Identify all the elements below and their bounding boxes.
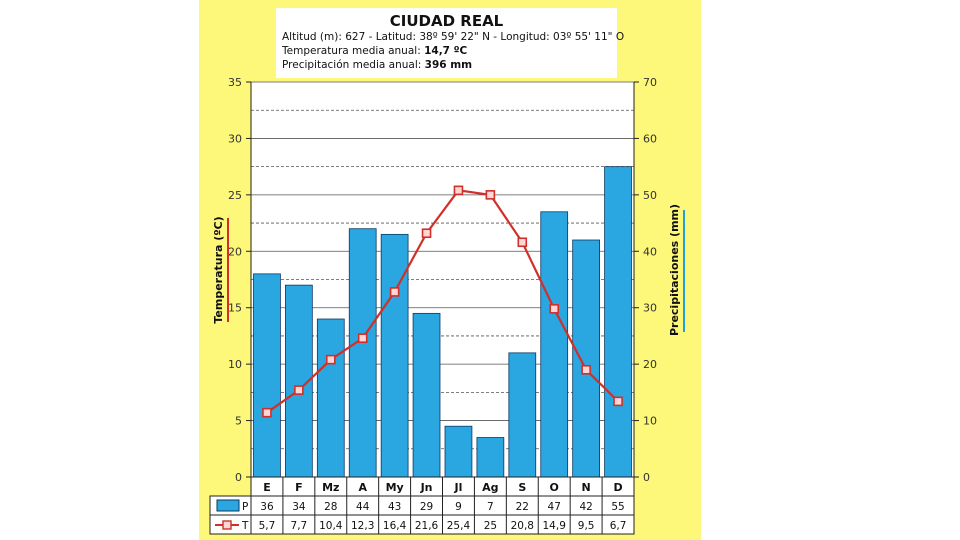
month-label: A [358,481,367,494]
precipitation-bar [444,425,473,478]
right-tick-label: 20 [643,358,657,371]
right-tick-label: 60 [643,132,657,145]
temperature-point [262,407,272,418]
temperature-point [613,396,623,407]
month-label: N [582,481,591,494]
month-label: Mz [322,481,339,494]
right-tick-label: 10 [643,415,657,428]
precipitation-bar [253,273,281,478]
chart-title: CIUDAD REAL [389,12,504,30]
location-info: Altitud (m): 627 - Latitud: 38º 59' 22" … [282,31,625,43]
precipitation-bar [380,233,409,478]
precipitation-value: 44 [356,501,370,513]
precipitation-value: 43 [388,501,401,513]
month-label: F [295,481,303,494]
precipitation-bar [508,352,537,478]
left-axis-title: Temperatura (ºC) [212,216,225,323]
temperature-value: 25 [484,520,497,532]
left-tick-label: 30 [228,132,242,145]
right-tick-label: 30 [643,302,657,315]
precipitation-bar [412,312,441,478]
left-tick-label: 25 [228,189,242,202]
temperature-value: 10,4 [319,520,343,532]
left-tick-label: 0 [235,471,242,484]
right-tick-label: 50 [643,189,657,202]
temperature-line [266,189,619,414]
temperature-value: 7,7 [291,520,308,532]
annual-precipitation-label: Precipitación media anual: [282,59,422,71]
precipitation-legend-label: P [242,501,248,513]
temperature-value: 16,4 [383,520,407,532]
precipitation-value: 29 [420,501,433,513]
precipitation-value: 47 [548,501,561,513]
left-tick-label: 20 [228,245,242,258]
month-label: My [386,481,404,494]
temperature-point [581,364,591,375]
temperature-point [517,237,528,248]
left-tick-label: 10 [228,358,242,371]
temperature-value: 14,9 [543,520,566,532]
right-axis-title: Precipitaciones (mm) [668,204,681,336]
right-tick-label: 0 [643,471,650,484]
precipitation-bar [572,239,600,478]
temperature-legend-label: T [241,520,249,532]
precipitation-bar [604,166,632,478]
precipitation-value: 7 [487,501,494,513]
temperature-point [294,385,304,395]
annual-temperature-value: 14,7 ºC [424,45,468,57]
header-box: CIUDAD REAL Altitud (m): 627 - Latitud: … [276,8,625,78]
month-label: O [550,481,559,494]
annual-temperature-label: Temperatura media anual: [282,45,421,57]
right-tick-label: 70 [643,76,657,89]
precipitation-legend-swatch [216,499,240,512]
month-label: E [263,481,271,494]
precipitation-bar [476,437,505,478]
temperature-point [389,287,400,297]
temperature-point [325,354,336,365]
month-label: Jn [420,481,433,494]
precipitation-value: 36 [260,501,274,513]
temperature-value: 6,7 [610,520,627,532]
temperature-point [357,333,368,343]
annual-precipitation-value: 396 mm [424,59,473,71]
left-tick-label: 5 [235,415,242,428]
precipitation-value: 55 [611,501,624,513]
temperature-value: 21,6 [415,520,439,532]
temperature-point [453,185,464,196]
temperature-value: 20,8 [511,520,534,532]
precipitation-bar [348,228,377,478]
temperature-point [485,190,496,200]
month-label: Jl [454,481,463,494]
annual-precipitation: Precipitación media anual: 396 mm [276,58,617,72]
right-tick-label: 40 [643,245,657,258]
temperature-value: 9,5 [578,520,595,532]
temperature-legend-marker [222,520,232,530]
annual-temperature: Temperatura media anual: 14,7 ºC [276,44,617,58]
precipitation-value: 9 [455,501,462,513]
month-label: Ag [482,481,498,494]
precipitation-value: 28 [324,501,337,513]
month-label: S [518,481,526,494]
temperature-value: 25,4 [447,520,471,532]
left-tick-label: 35 [228,76,242,89]
left-tick-label: 15 [228,302,242,315]
temperature-value: 5,7 [259,520,276,532]
precipitation-value: 22 [516,501,529,513]
temperature-point [549,304,560,314]
precipitation-value: 34 [292,501,306,513]
temperature-value: 12,3 [351,520,374,532]
precipitation-bar [316,318,345,478]
temperature-point [421,228,432,239]
month-label: D [613,481,622,494]
precipitation-bar [540,211,569,478]
precipitation-value: 42 [579,501,592,513]
